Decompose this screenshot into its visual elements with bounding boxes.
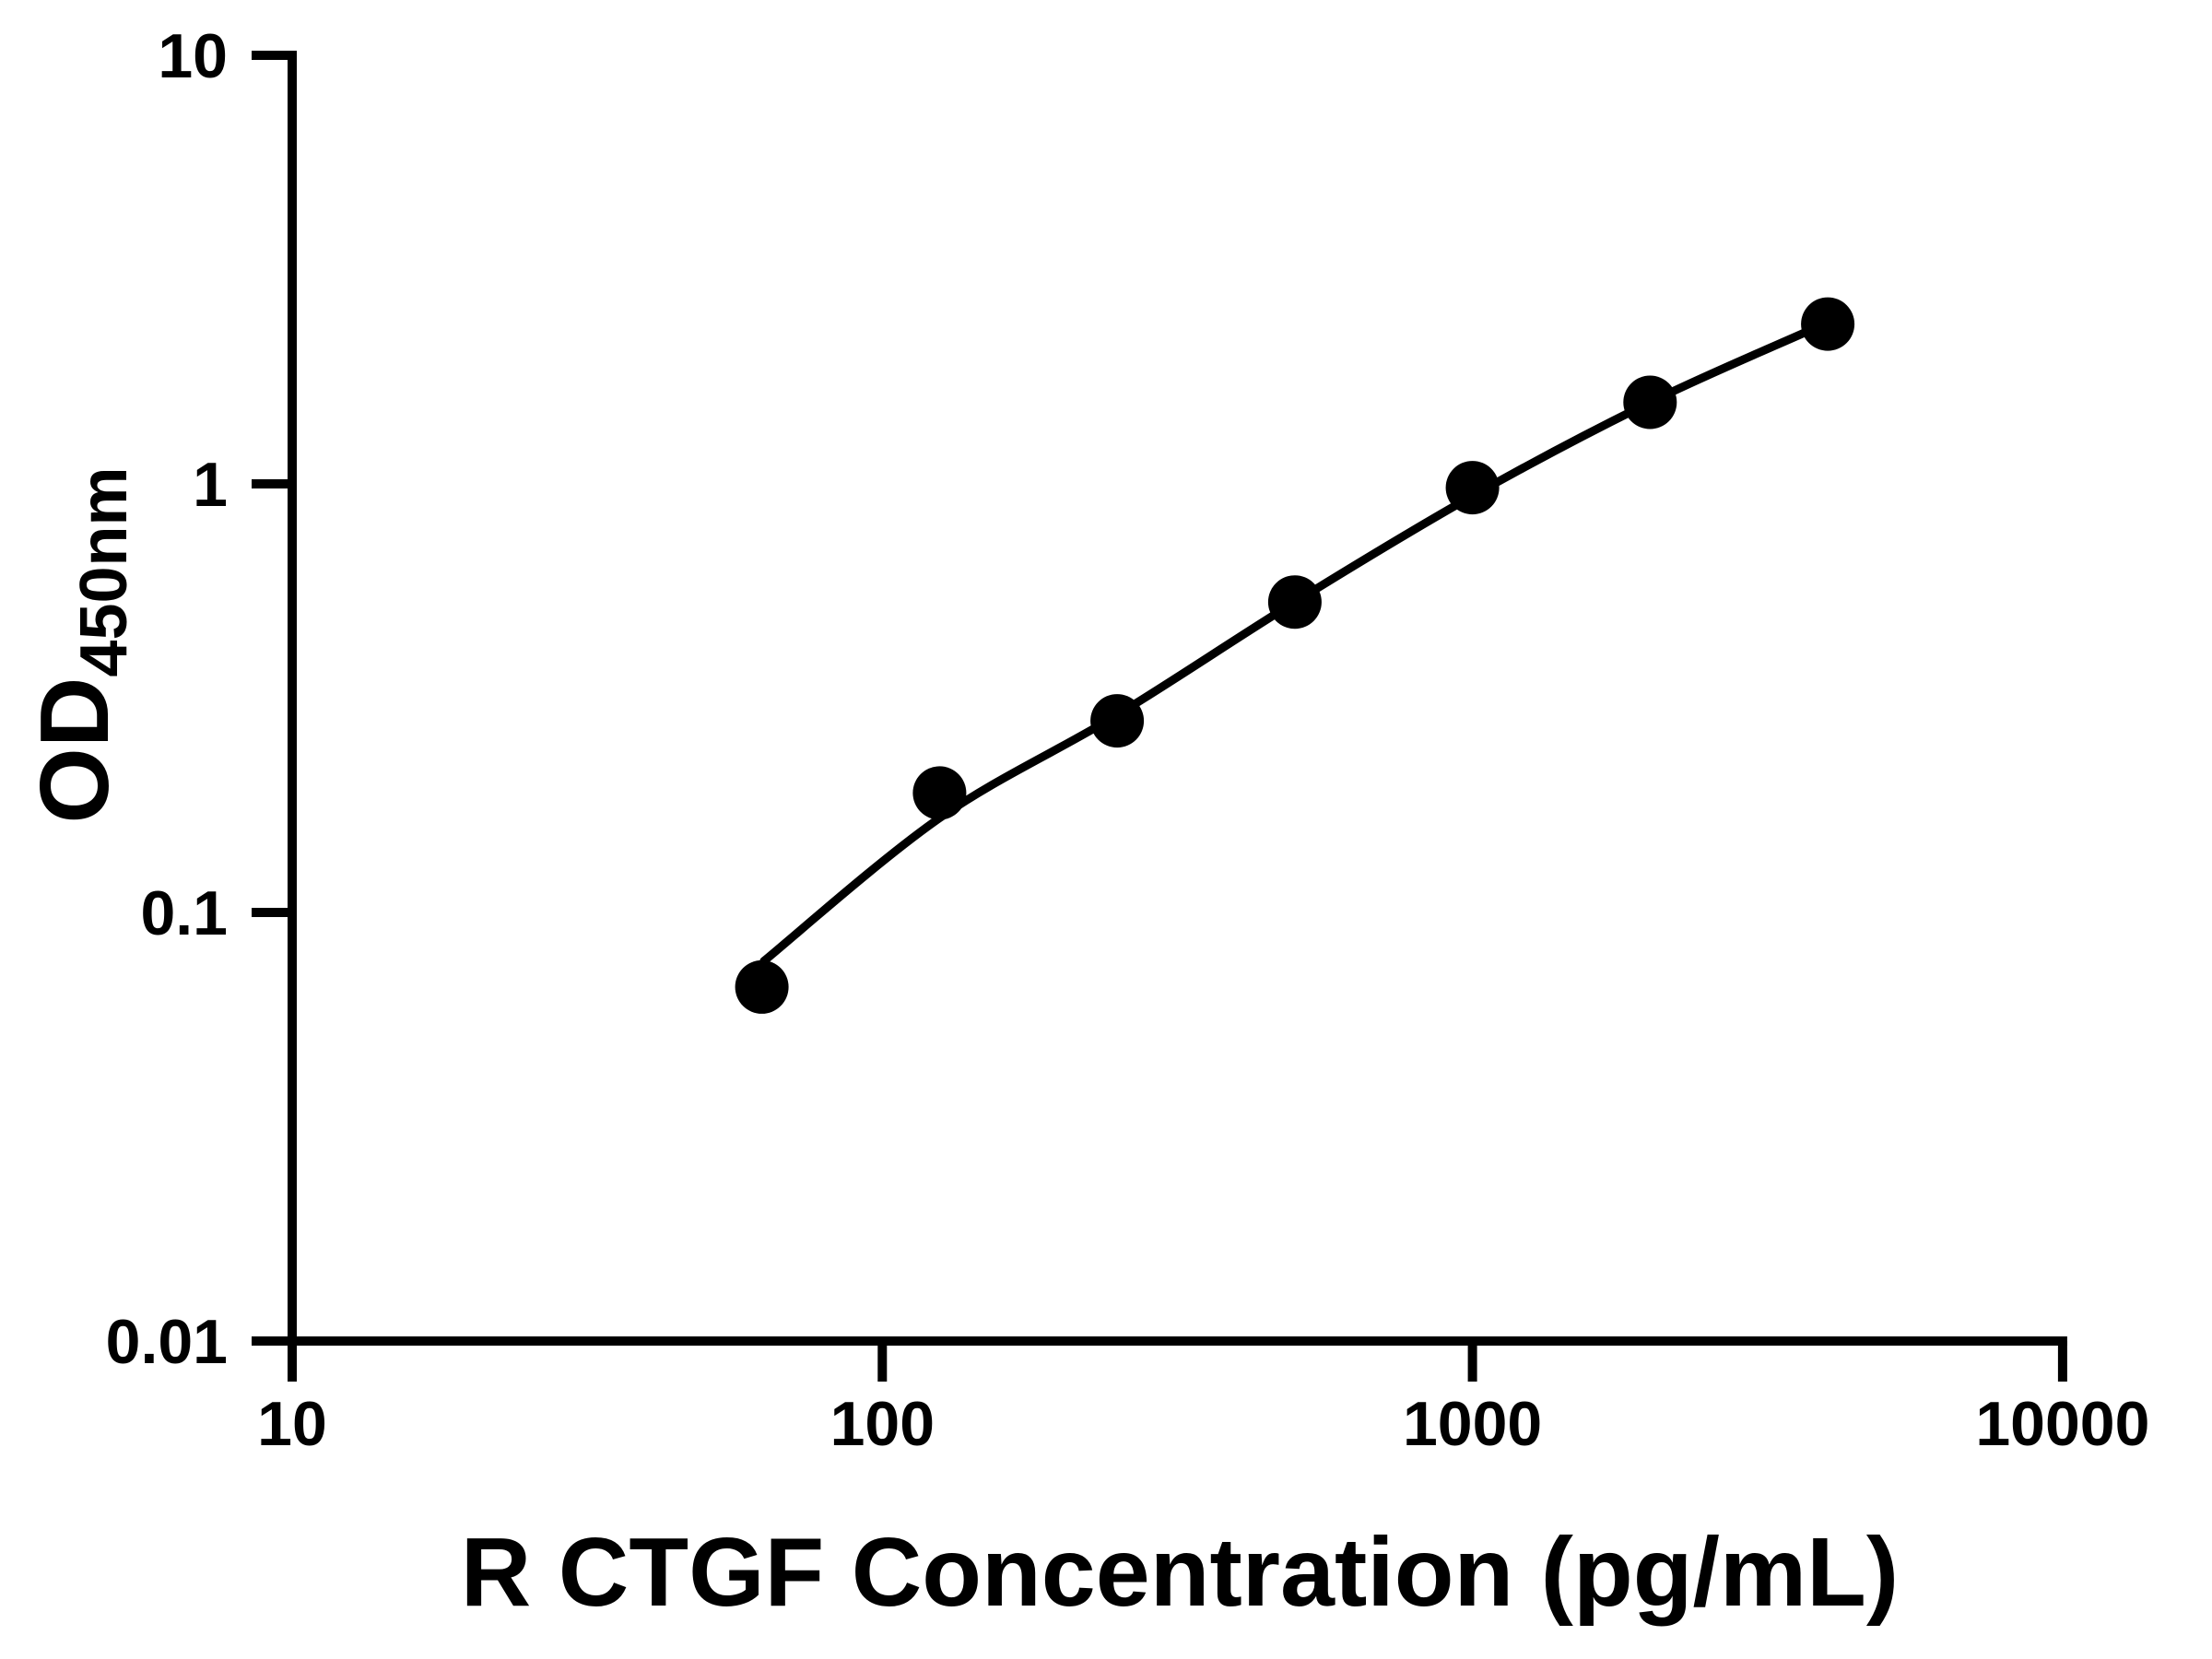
data-point [1801, 297, 1855, 351]
data-point [1623, 375, 1677, 429]
data-point [735, 959, 789, 1014]
y-axis-title-subscript: 450nm [67, 466, 141, 677]
data-point [1445, 461, 1500, 515]
y-tick-label: 0.1 [140, 878, 228, 948]
y-tick-label: 1 [193, 450, 228, 520]
x-tick-label: 10000 [1975, 1389, 2149, 1459]
data-point [1267, 575, 1322, 629]
data-point [1090, 694, 1145, 748]
y-axis-title-main: OD [20, 677, 129, 824]
data-point [912, 766, 967, 820]
x-tick-label: 10 [257, 1389, 327, 1459]
y-tick-label: 0.01 [106, 1307, 228, 1377]
y-tick-label: 10 [158, 21, 228, 91]
x-tick-label: 1000 [1403, 1389, 1542, 1459]
data-points [735, 297, 1855, 1014]
tick-labels: 10 1 0.1 0.01 10 100 1000 10000 [106, 21, 2150, 1459]
axes [252, 51, 2067, 1382]
x-tick-label: 100 [830, 1389, 935, 1459]
y-axis-title: OD450nm [20, 466, 141, 823]
x-axis-title: R CTGF Concentration (pg/mL) [461, 1518, 1899, 1627]
